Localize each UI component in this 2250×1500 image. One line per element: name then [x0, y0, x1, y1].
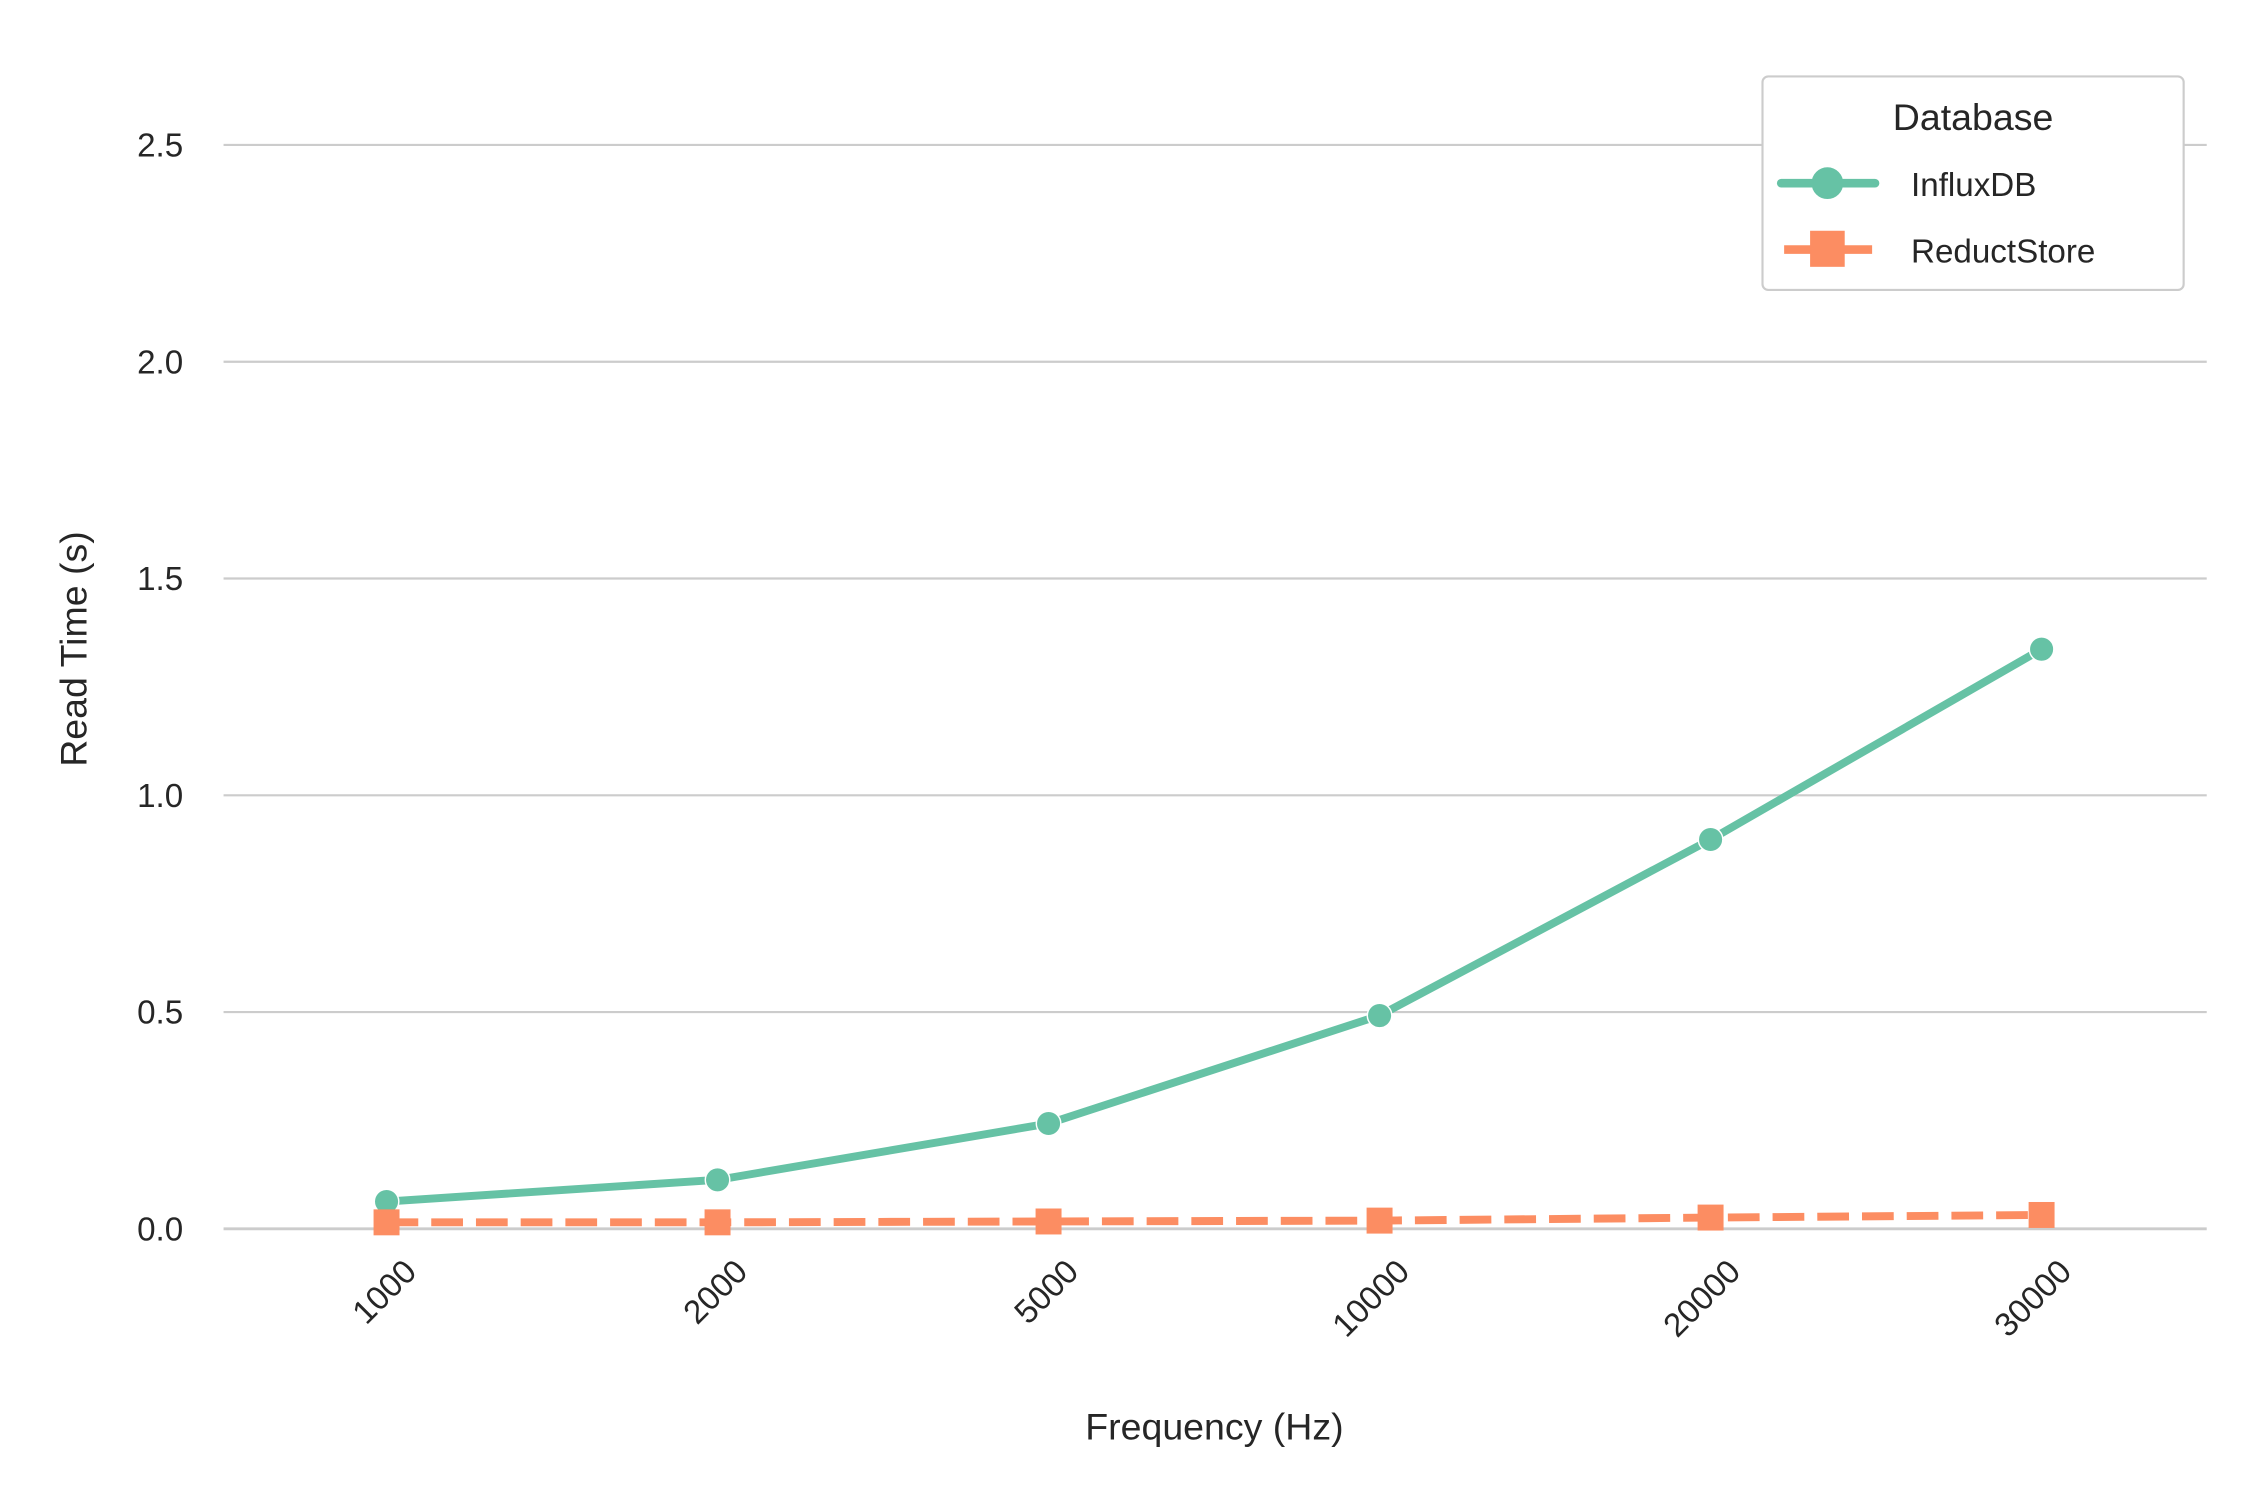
legend-box [1761, 75, 2185, 291]
y-axis-label: Read Time (s) [53, 531, 95, 766]
y-tick-label: 0.5 [137, 995, 183, 1032]
data-point-reductstore [2028, 1201, 2055, 1228]
legend-reductstore-label: ReductStore [1911, 233, 2095, 270]
legend-influxdb-label: InfluxDB [1911, 167, 2036, 204]
x-tick-label: 2000 [677, 1253, 755, 1331]
series-lines [373, 636, 2055, 1236]
y-tick-label: 1.5 [137, 561, 183, 598]
data-point-influxdb [2028, 636, 2055, 663]
x-tick-label: 20000 [1657, 1253, 1748, 1344]
data-point-influxdb [1697, 826, 1724, 853]
legend-influxdb-marker [1811, 167, 1844, 200]
data-point-influxdb [1035, 1110, 1062, 1137]
y-tick-labels: 0.0 0.5 1.0 1.5 2.0 2.5 [137, 127, 183, 1248]
legend-reductstore-marker [1810, 230, 1845, 267]
data-point-influxdb [704, 1166, 731, 1193]
data-point-reductstore [704, 1209, 731, 1236]
x-tick-label: 5000 [1008, 1253, 1086, 1331]
series-line-influxdb [386, 645, 2044, 1206]
x-tick-label: 1000 [346, 1253, 424, 1331]
y-tick-label: 2.0 [137, 344, 183, 381]
x-tick-label: 30000 [1988, 1253, 2079, 1344]
data-point-influxdb [1366, 1002, 1393, 1029]
y-tick-label: 0.0 [137, 1211, 183, 1248]
data-point-reductstore [1697, 1204, 1724, 1231]
gridlines [223, 143, 2207, 1231]
y-tick-label: 1.0 [137, 778, 183, 815]
data-point-reductstore [1035, 1208, 1062, 1235]
legend: Database InfluxDB ReductStore [1761, 75, 2185, 291]
x-axis-label: Frequency (Hz) [1085, 1405, 1343, 1447]
y-tick-label: 2.5 [137, 127, 183, 164]
data-point-reductstore [373, 1209, 400, 1236]
legend-title: Database [1893, 96, 2054, 138]
x-tick-label: 10000 [1326, 1253, 1417, 1344]
x-tick-labels: 1000 2000 5000 10000 20000 30000 [346, 1253, 2079, 1344]
data-point-reductstore [1366, 1207, 1393, 1234]
series-line-reductstore [386, 1211, 2042, 1227]
